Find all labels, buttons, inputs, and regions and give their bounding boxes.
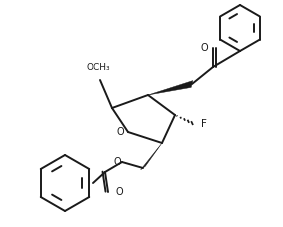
Text: O: O — [113, 157, 121, 167]
Polygon shape — [148, 81, 193, 95]
Text: F: F — [201, 119, 207, 129]
Polygon shape — [141, 143, 162, 170]
Text: O: O — [116, 127, 124, 137]
Text: O: O — [115, 187, 123, 197]
Text: OCH₃: OCH₃ — [86, 63, 110, 72]
Text: O: O — [200, 43, 208, 53]
